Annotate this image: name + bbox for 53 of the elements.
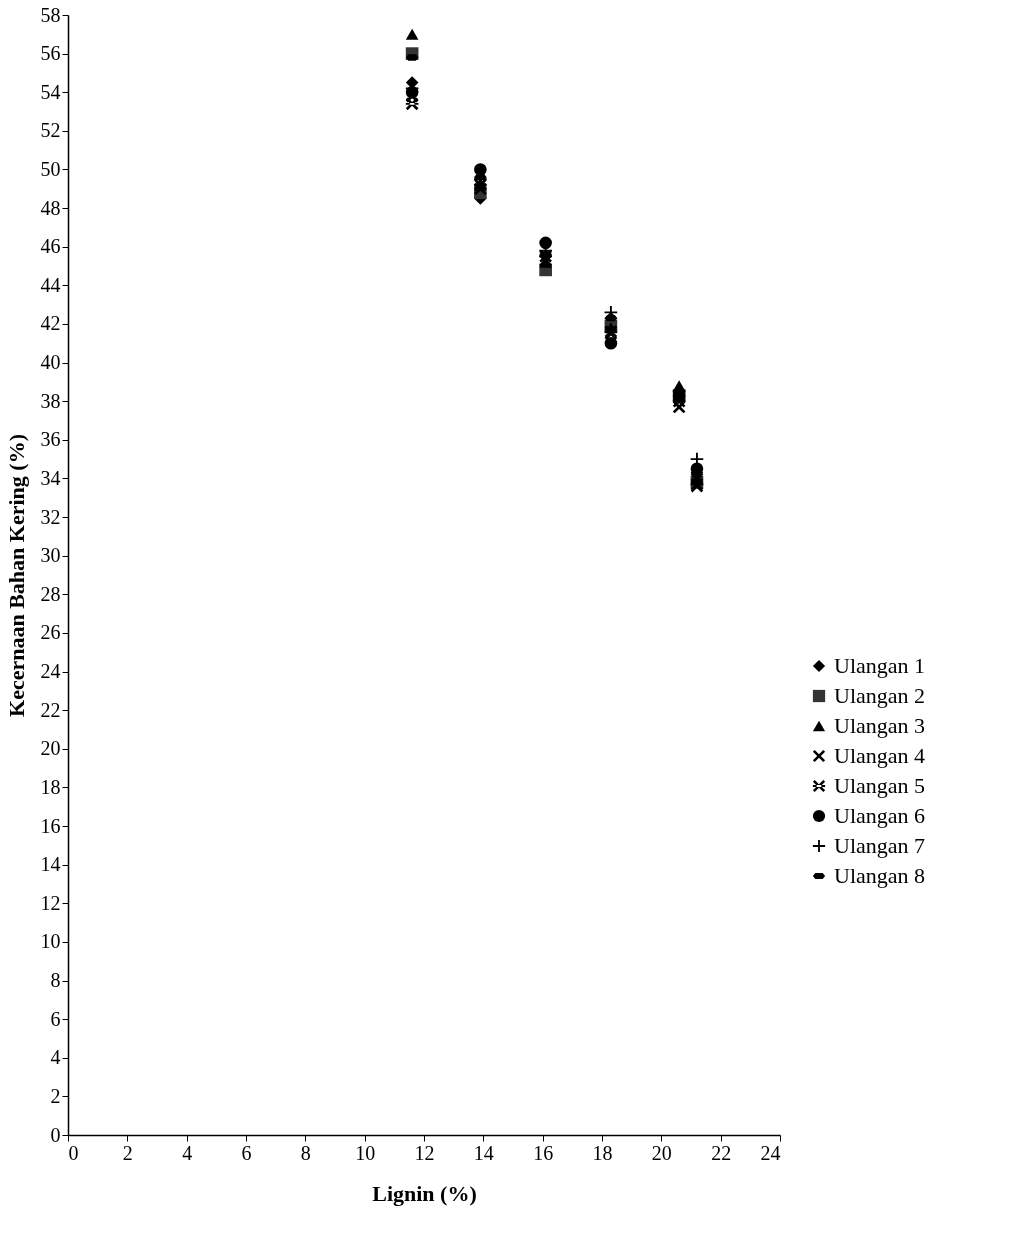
- y-tick-label: 34: [40, 466, 61, 489]
- y-tick-label: 2: [50, 1084, 61, 1107]
- x-tick-label: 24: [760, 1141, 781, 1164]
- legend-label: Ulangan 5: [834, 773, 926, 798]
- x-tick-label: 10: [355, 1141, 376, 1164]
- legend-label: Ulangan 6: [834, 803, 926, 828]
- y-tick-label: 8: [50, 969, 61, 992]
- legend-label: Ulangan 7: [834, 833, 926, 858]
- y-tick-label: 24: [40, 660, 61, 683]
- y-tick-label: 20: [40, 737, 61, 760]
- legend-label: Ulangan 3: [834, 713, 926, 738]
- y-tick-label: 16: [40, 814, 61, 837]
- y-tick-label: 52: [40, 119, 61, 142]
- x-tick-label: 14: [473, 1141, 494, 1164]
- y-tick-label: 6: [50, 1007, 61, 1030]
- y-tick-label: 56: [40, 42, 61, 65]
- x-tick-label: 18: [592, 1141, 613, 1164]
- y-tick-label: 0: [50, 1123, 61, 1146]
- y-tick-label: 12: [40, 891, 61, 914]
- y-tick-label: 10: [40, 930, 61, 953]
- y-tick-label: 30: [40, 544, 61, 567]
- y-tick-label: 54: [40, 80, 61, 103]
- legend-label: Ulangan 4: [834, 743, 926, 768]
- x-tick-label: 0: [68, 1141, 79, 1164]
- y-tick-label: 26: [40, 621, 61, 644]
- y-tick-label: 38: [40, 389, 61, 412]
- x-tick-label: 4: [182, 1141, 193, 1164]
- y-tick-label: 22: [40, 698, 61, 721]
- legend-label: Ulangan 1: [834, 653, 926, 678]
- y-tick-label: 32: [40, 505, 61, 528]
- y-tick-label: 46: [40, 235, 61, 258]
- y-tick-label: 48: [40, 196, 61, 219]
- legend-label: Ulangan 8: [834, 863, 926, 888]
- x-tick-label: 22: [711, 1141, 732, 1164]
- y-tick-label: 14: [40, 853, 61, 876]
- x-tick-label: 16: [533, 1141, 554, 1164]
- y-tick-label: 18: [40, 775, 61, 798]
- y-tick-label: 42: [40, 312, 61, 335]
- x-tick-label: 6: [241, 1141, 252, 1164]
- y-tick-label: 28: [40, 582, 61, 605]
- y-tick-label: 40: [40, 351, 61, 374]
- y-axis-title: Kecernaan Bahan Kering (%): [3, 434, 29, 717]
- x-tick-label: 20: [651, 1141, 672, 1164]
- x-tick-label: 8: [300, 1141, 311, 1164]
- y-tick-label: 4: [50, 1046, 61, 1069]
- x-tick-label: 2: [122, 1141, 133, 1164]
- x-tick-label: 12: [414, 1141, 435, 1164]
- x-axis-title: Lignin (%): [372, 1180, 477, 1206]
- y-tick-label: 36: [40, 428, 61, 451]
- y-tick-label: 50: [40, 157, 61, 180]
- y-tick-label: 44: [40, 273, 61, 296]
- y-tick-label: 58: [40, 3, 61, 26]
- legend-label: Ulangan 2: [834, 683, 926, 708]
